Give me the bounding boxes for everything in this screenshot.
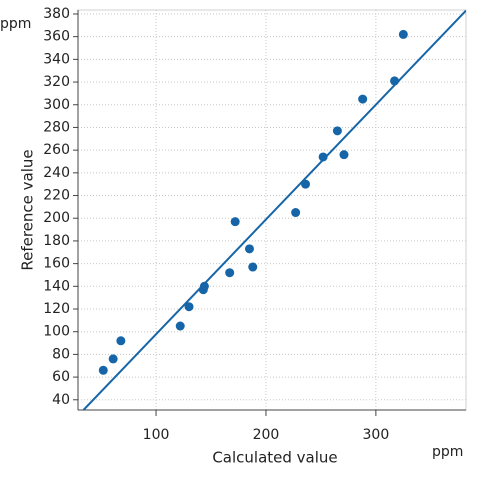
point: [244, 244, 254, 254]
y-tick-label: 200: [43, 210, 70, 226]
point: [398, 29, 408, 39]
x-unit: ppm: [432, 444, 463, 460]
point: [301, 179, 311, 189]
point: [98, 365, 108, 375]
x-tick-label: 100: [143, 427, 170, 443]
point: [291, 208, 301, 218]
point: [175, 321, 185, 331]
point: [339, 150, 349, 160]
y-tick-label: 320: [43, 74, 70, 90]
y-tick-label: 60: [52, 369, 70, 385]
y-tick-label: 240: [43, 165, 70, 181]
y-tick-label: 140: [43, 278, 70, 294]
x-tick-label: 300: [363, 427, 390, 443]
reference-line: [82, 10, 466, 410]
y-tick-label: 260: [43, 142, 70, 158]
y-axis-label: Reference value: [19, 149, 37, 270]
point: [184, 302, 194, 312]
y-unit: ppm: [0, 16, 31, 32]
point: [116, 336, 126, 346]
y-tick-label: 180: [43, 233, 70, 249]
point: [318, 152, 328, 162]
y-tick-label: 360: [43, 29, 70, 45]
y-tick-label: 40: [52, 392, 70, 408]
y-tick-label: 300: [43, 97, 70, 113]
x-axis-label: Calculated value: [212, 449, 337, 467]
y-tick-label: 280: [43, 119, 70, 135]
point: [199, 281, 209, 291]
point: [390, 76, 400, 86]
point: [248, 262, 258, 272]
point: [230, 217, 240, 227]
y-tick-label: 340: [43, 51, 70, 67]
y-tick-label: 120: [43, 301, 70, 317]
y-tick-label: 220: [43, 188, 70, 204]
point: [108, 354, 118, 364]
point: [332, 126, 342, 136]
point: [225, 268, 235, 278]
y-tick-label: 380: [43, 6, 70, 22]
y-tick-label: 80: [52, 346, 70, 362]
y-tick-label: 160: [43, 256, 70, 272]
y-tick-label: 100: [43, 324, 70, 340]
point: [358, 94, 368, 104]
x-tick-label: 200: [253, 427, 280, 443]
